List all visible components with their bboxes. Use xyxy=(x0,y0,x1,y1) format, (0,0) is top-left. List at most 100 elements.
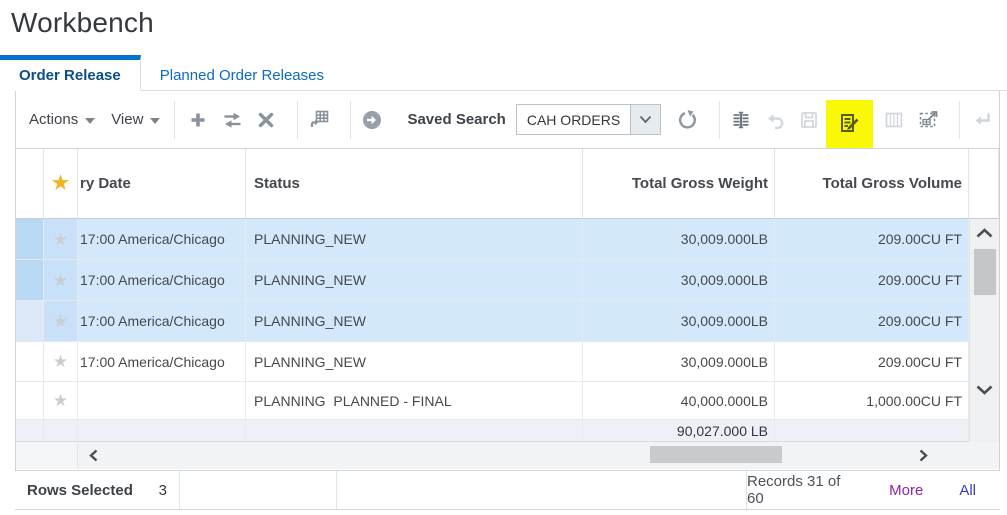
status-bar: Rows Selected 3 Records 31 of 60 More Al… xyxy=(15,470,1000,510)
tab-bar: Order Release Planned Order Releases xyxy=(0,55,1007,91)
status-cell: PLANNING_NEW xyxy=(246,260,583,301)
undo-icon xyxy=(758,103,792,137)
all-link[interactable]: All xyxy=(959,481,976,499)
delivery-date-cell xyxy=(78,382,246,420)
actions-menu-label: Actions xyxy=(29,111,79,128)
toolbar-separator xyxy=(174,100,176,139)
delivery-date-cell: 17:00 America/Chicago xyxy=(78,301,246,342)
more-link[interactable]: More xyxy=(889,481,924,499)
actions-menu-button[interactable]: Actions xyxy=(29,111,96,128)
columns-icon xyxy=(877,103,911,137)
view-menu-button[interactable]: View xyxy=(111,111,161,128)
save-icon xyxy=(792,103,826,137)
toolbar-separator xyxy=(297,100,299,139)
summary-cell xyxy=(44,420,78,442)
tab-order-release[interactable]: Order Release xyxy=(0,55,141,91)
column-header-total-gross-weight[interactable]: Total Gross Weight xyxy=(583,149,775,219)
row-selector[interactable] xyxy=(16,342,44,382)
scroll-right-icon[interactable] xyxy=(918,449,929,462)
scrollbar-track[interactable] xyxy=(78,442,969,469)
rows-selected-label: Rows Selected xyxy=(27,481,133,499)
status-bar-cell xyxy=(337,471,747,509)
table-row[interactable]: ★ PLANNING PLANNED - FINAL 40,000.000LB … xyxy=(16,382,999,420)
column-header-status[interactable]: Status xyxy=(246,149,583,219)
star-icon: ★ xyxy=(52,229,69,249)
column-header-delivery-date[interactable]: ry Date xyxy=(78,149,246,219)
favorite-cell[interactable]: ★ xyxy=(44,219,78,260)
scrollbar-stub xyxy=(16,442,78,469)
tab-planned-order-releases[interactable]: Planned Order Releases xyxy=(141,55,343,91)
summary-cell xyxy=(775,420,969,442)
status-cell: PLANNING_NEW xyxy=(246,342,583,382)
scrollbar-thumb[interactable] xyxy=(650,446,782,463)
table-row[interactable]: ★ 17:00 America/Chicago PLANNING_NEW 30,… xyxy=(16,219,999,260)
table-row[interactable]: ★ 17:00 America/Chicago PLANNING_NEW 30,… xyxy=(16,260,999,301)
row-selector[interactable] xyxy=(16,260,44,301)
mass-update-icon[interactable] xyxy=(826,100,874,148)
results-table: ★ ry Date Status Total Gross Weight Tota… xyxy=(16,148,999,469)
scroll-up-icon[interactable] xyxy=(975,227,994,239)
add-icon[interactable] xyxy=(181,103,215,137)
column-header-total-gross-volume[interactable]: Total Gross Volume xyxy=(775,149,969,219)
scroll-left-icon[interactable] xyxy=(88,449,99,462)
delivery-date-cell: 17:00 America/Chicago xyxy=(78,342,246,382)
total-gross-weight-cell: 30,009.000LB xyxy=(583,260,775,301)
status-bar-cell xyxy=(180,471,337,509)
go-icon[interactable] xyxy=(355,103,389,137)
total-gross-volume-cell: 209.00CU FT xyxy=(775,342,969,382)
saved-search-select[interactable]: CAH ORDERS xyxy=(515,104,662,135)
vertical-scrollbar[interactable] xyxy=(969,219,999,442)
summary-cell xyxy=(246,420,583,442)
summary-row: 90,027.000 LB xyxy=(16,420,999,442)
favorite-cell[interactable]: ★ xyxy=(44,260,78,301)
favorite-cell[interactable]: ★ xyxy=(44,301,78,342)
toolbar-separator xyxy=(719,100,721,139)
tab-label: Order Release xyxy=(19,66,121,84)
star-icon: ★ xyxy=(52,311,69,331)
order-release-panel: Actions View xyxy=(15,91,1000,470)
saved-search-label: Saved Search xyxy=(407,111,506,128)
split-view-icon[interactable] xyxy=(724,103,758,137)
delivery-date-cell: 17:00 America/Chicago xyxy=(78,219,246,260)
pivot-table-icon[interactable] xyxy=(302,103,336,137)
delivery-date-cell: 17:00 America/Chicago xyxy=(78,260,246,301)
summary-cell xyxy=(16,420,44,442)
horizontal-scrollbar[interactable] xyxy=(16,442,999,469)
total-gross-weight-cell: 30,009.000LB xyxy=(583,342,775,382)
toolbar: Actions View xyxy=(16,91,999,148)
status-cell: PLANNING_NEW xyxy=(246,301,583,342)
star-icon: ★ xyxy=(52,352,69,371)
delete-icon[interactable] xyxy=(249,103,283,137)
saved-search-value: CAH ORDERS xyxy=(515,104,631,135)
tab-label: Planned Order Releases xyxy=(159,67,324,84)
apply-icon xyxy=(964,103,998,137)
scrollbar-thumb[interactable] xyxy=(974,249,996,295)
total-gross-weight-cell: 30,009.000LB xyxy=(583,219,775,260)
table-header-row: ★ ry Date Status Total Gross Weight Tota… xyxy=(16,149,999,219)
duplicate-icon[interactable] xyxy=(215,103,249,137)
favorite-cell[interactable]: ★ xyxy=(44,382,78,420)
refresh-icon[interactable] xyxy=(671,103,705,137)
select-column-header[interactable] xyxy=(16,149,44,219)
detach-icon[interactable] xyxy=(911,103,945,137)
header-filler xyxy=(969,149,999,219)
favorite-cell[interactable]: ★ xyxy=(44,342,78,382)
caret-down-icon xyxy=(150,117,161,124)
table-row[interactable]: ★ 17:00 America/Chicago PLANNING_NEW 30,… xyxy=(16,342,999,382)
row-selector[interactable] xyxy=(16,219,44,260)
toolbar-separator xyxy=(959,100,961,139)
favorite-column-header[interactable]: ★ xyxy=(44,149,78,219)
total-gross-weight-cell: 30,009.000LB xyxy=(583,301,775,342)
star-icon: ★ xyxy=(52,391,69,410)
records-count: Records 31 of 60 xyxy=(747,473,841,507)
row-selector[interactable] xyxy=(16,382,44,420)
toolbar-separator xyxy=(350,100,352,139)
rows-selected-cell: Rows Selected 3 xyxy=(15,471,180,509)
scroll-down-icon[interactable] xyxy=(975,384,994,396)
row-selector[interactable] xyxy=(16,301,44,342)
total-gross-volume-cell: 209.00CU FT xyxy=(775,219,969,260)
table-row[interactable]: ★ 17:00 America/Chicago PLANNING_NEW 30,… xyxy=(16,301,999,342)
chevron-down-icon[interactable] xyxy=(630,104,662,135)
view-menu-label: View xyxy=(111,111,144,128)
